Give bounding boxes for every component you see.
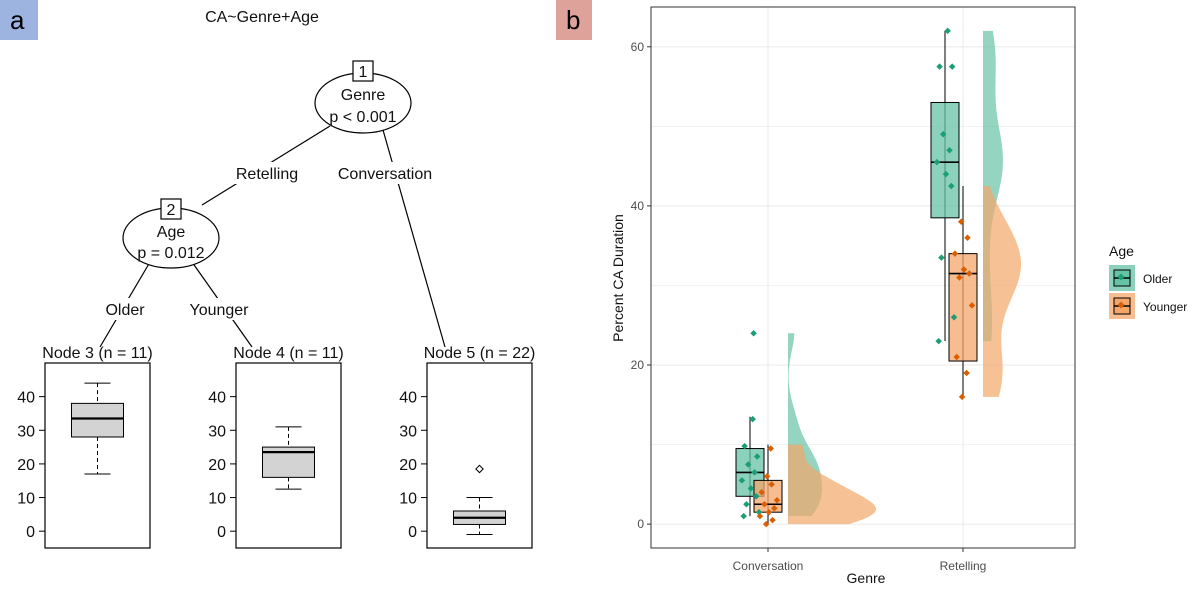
node-1-id-box — [352, 60, 374, 82]
y-tick-label: 10 — [17, 491, 35, 508]
point-younger — [956, 274, 963, 281]
tree-title: CA~Genre+Age — [205, 9, 319, 26]
terminal-label: Node 3 (n = 11) — [42, 345, 152, 362]
density-younger-retelling — [983, 186, 1021, 397]
y-tick-label: 40 — [208, 390, 226, 407]
point-older — [743, 500, 750, 508]
jitter-points — [738, 27, 976, 528]
point-younger — [761, 500, 768, 508]
point-younger — [968, 302, 976, 309]
point-older — [939, 131, 947, 138]
plot-border — [650, 6, 1076, 549]
point-older — [950, 314, 958, 321]
point-older — [740, 512, 747, 520]
y-tick-label: 40 — [399, 390, 417, 407]
point-older — [749, 415, 756, 423]
point-younger — [953, 353, 960, 361]
point-older — [948, 182, 955, 190]
point-older — [753, 493, 760, 500]
x-tick-label: Retelling — [940, 559, 987, 573]
point-older — [935, 337, 942, 345]
y-tick-label: 0 — [408, 524, 417, 541]
panel-tag-b-bg — [556, 0, 592, 40]
y-tick-label: 10 — [208, 491, 226, 508]
panel-tag-a: a — [10, 5, 25, 35]
x-axis-title: Genre — [847, 570, 886, 586]
point-younger — [964, 234, 971, 241]
axes: 0 20 40 60 Conversation Retelling — [631, 40, 987, 573]
point-older — [751, 469, 758, 476]
point-younger — [963, 369, 970, 377]
edge-label-retelling: Retelling — [236, 166, 298, 183]
point-younger — [966, 270, 973, 277]
y-tick-label: 20 — [17, 457, 35, 474]
point-older — [750, 329, 757, 337]
panel-tag-b: b — [566, 5, 580, 35]
x-tick-label: Conversation — [733, 559, 804, 573]
y-tick-label: 0 — [637, 517, 644, 531]
point-older — [946, 146, 953, 154]
y-tick-label: 30 — [208, 423, 226, 440]
point-older — [741, 442, 748, 450]
point-younger — [771, 504, 778, 512]
node-2-variable: Age — [157, 224, 186, 241]
terminal-label: Node 4 (n = 11) — [233, 345, 343, 362]
legend-key-older — [1109, 265, 1135, 291]
point-younger — [762, 520, 770, 528]
terminal-label: Node 5 (n = 22) — [424, 345, 536, 362]
node-2-id: 2 — [167, 202, 176, 219]
legend-label-older: Older — [1143, 272, 1172, 286]
y-tick-label: 40 — [17, 390, 35, 407]
legend-key-younger — [1109, 293, 1135, 319]
raincloud-panel: 0 20 40 60 Conversation Retelling Percent CA … — [610, 6, 1187, 586]
point-older — [747, 485, 755, 492]
node-1-variable: Genre — [341, 87, 386, 104]
point-older — [753, 453, 761, 460]
density-clouds — [788, 30, 1021, 525]
point-younger — [957, 218, 965, 226]
y-tick-label: 0 — [217, 524, 226, 541]
edge-label-younger: Younger — [189, 302, 249, 319]
y-tick-label: 60 — [631, 40, 645, 54]
point-older — [738, 477, 746, 484]
terminal-panels: Node 3 (n = 11) 0 10 20 30 40 Node 4 (n = 11) 0… — [17, 345, 536, 549]
node-2-id-box — [160, 198, 182, 220]
outlier-point — [475, 464, 484, 474]
point-younger — [758, 489, 765, 496]
y-tick-label: 10 — [399, 491, 417, 508]
point-younger — [768, 481, 775, 488]
point-younger — [958, 393, 966, 401]
y-tick-label: 20 — [399, 457, 417, 474]
density-younger-conversation — [788, 444, 876, 525]
point-younger — [773, 497, 781, 504]
point-younger — [763, 473, 771, 480]
legend: Age Older Younger — [1109, 243, 1187, 319]
y-tick-label: 20 — [208, 457, 226, 474]
box — [71, 402, 124, 438]
legend-title: Age — [1109, 243, 1134, 259]
y-tick-label: 30 — [399, 423, 417, 440]
panel-tag-a-bg — [0, 0, 38, 40]
y-tick-label: 0 — [26, 524, 35, 541]
y-tick-label: 20 — [631, 358, 645, 372]
y-tick-label: 30 — [17, 423, 35, 440]
edge-label-conversation: Conversation — [338, 166, 432, 183]
edge-label-older: Older — [105, 302, 145, 319]
legend-label-younger: Younger — [1143, 300, 1187, 314]
node-2-pvalue: p = 0.012 — [137, 245, 204, 262]
point-younger — [769, 516, 776, 524]
point-older — [744, 461, 752, 468]
node-1-pvalue: p < 0.001 — [329, 109, 396, 126]
box-older — [930, 101, 960, 219]
y-tick-label: 40 — [631, 199, 645, 213]
point-younger — [767, 445, 774, 452]
tree-panel: CA~Genre+Age Retelling Conversation Olde… — [17, 9, 536, 549]
y-axis-title: Percent CA Duration — [610, 214, 626, 342]
node-1-id: 1 — [359, 64, 368, 81]
